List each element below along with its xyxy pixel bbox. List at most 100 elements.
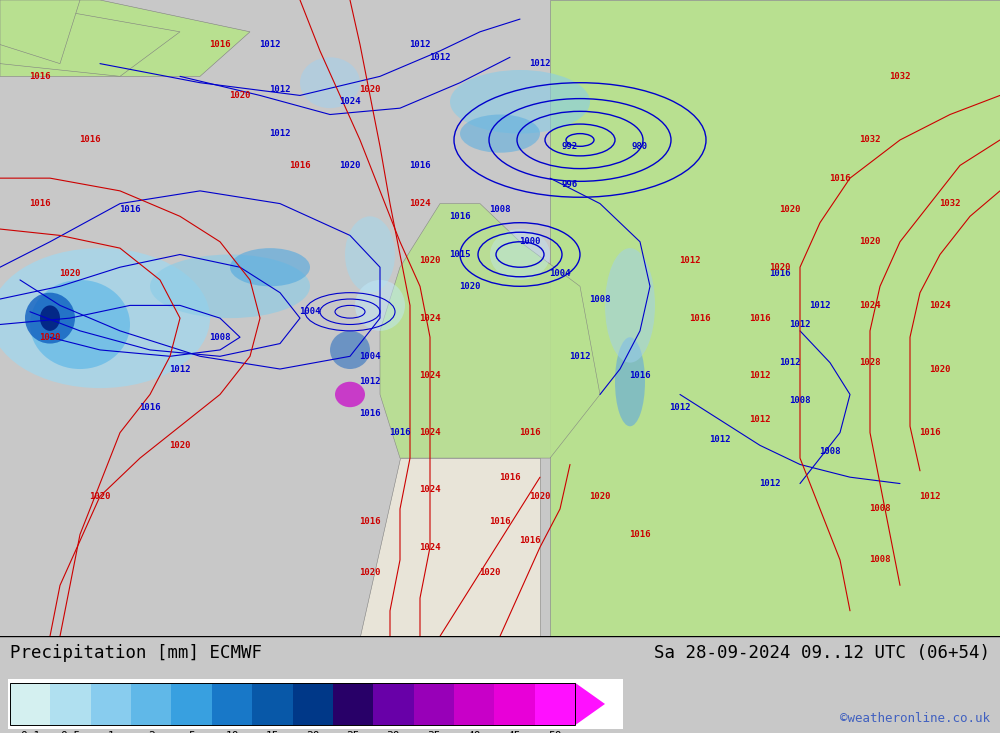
Polygon shape xyxy=(0,0,80,64)
Text: 1020: 1020 xyxy=(169,441,191,450)
Text: 1016: 1016 xyxy=(119,205,141,215)
Text: 1008: 1008 xyxy=(819,447,841,456)
Ellipse shape xyxy=(450,70,590,133)
Text: 1016: 1016 xyxy=(629,530,651,539)
Text: 1016: 1016 xyxy=(79,136,101,144)
Bar xyxy=(454,682,494,725)
Ellipse shape xyxy=(345,216,395,292)
Text: 25: 25 xyxy=(346,731,360,733)
Text: 1020: 1020 xyxy=(419,257,441,265)
Text: 1024: 1024 xyxy=(929,301,951,310)
Bar xyxy=(171,682,212,725)
Text: 1012: 1012 xyxy=(749,371,771,380)
Polygon shape xyxy=(0,0,250,76)
Text: 10: 10 xyxy=(225,731,239,733)
Text: 1032: 1032 xyxy=(939,199,961,208)
Text: 1016: 1016 xyxy=(629,371,651,380)
Text: 1016: 1016 xyxy=(139,402,161,412)
Text: 1012: 1012 xyxy=(789,320,811,329)
Text: 1004: 1004 xyxy=(299,307,321,316)
Text: 1020: 1020 xyxy=(359,568,381,577)
Text: 1012: 1012 xyxy=(569,352,591,361)
Text: 1012: 1012 xyxy=(669,402,691,412)
Text: 1016: 1016 xyxy=(29,199,51,208)
Text: 1012: 1012 xyxy=(759,479,781,488)
Text: 35: 35 xyxy=(427,731,440,733)
Text: 1016: 1016 xyxy=(689,314,711,323)
Text: 1012: 1012 xyxy=(679,257,701,265)
Text: 1012: 1012 xyxy=(359,377,381,386)
Text: 0.5: 0.5 xyxy=(60,731,81,733)
Text: 1020: 1020 xyxy=(529,492,551,501)
Text: 980: 980 xyxy=(632,142,648,151)
Text: 1016: 1016 xyxy=(489,517,511,526)
Ellipse shape xyxy=(150,254,310,318)
Text: 45: 45 xyxy=(508,731,521,733)
Text: 5: 5 xyxy=(188,731,195,733)
Text: 1016: 1016 xyxy=(829,174,851,183)
Text: 1016: 1016 xyxy=(289,161,311,170)
Text: 1020: 1020 xyxy=(459,281,481,291)
Text: 1032: 1032 xyxy=(889,72,911,81)
Bar xyxy=(292,682,333,725)
Ellipse shape xyxy=(25,292,75,344)
Text: 1020: 1020 xyxy=(769,262,791,272)
Text: Precipitation [mm] ECMWF: Precipitation [mm] ECMWF xyxy=(10,644,262,662)
Text: 1016: 1016 xyxy=(409,161,431,170)
Ellipse shape xyxy=(30,280,130,369)
Text: 1020: 1020 xyxy=(859,237,881,246)
Ellipse shape xyxy=(230,248,310,287)
Text: 1020: 1020 xyxy=(479,568,501,577)
Text: 1008: 1008 xyxy=(489,205,511,215)
Text: 1000: 1000 xyxy=(519,237,541,246)
Bar xyxy=(8,679,623,729)
Bar xyxy=(535,682,575,725)
Polygon shape xyxy=(550,0,1000,636)
Text: 1028: 1028 xyxy=(859,358,881,367)
Text: 1024: 1024 xyxy=(419,542,441,552)
Bar xyxy=(10,682,50,725)
Text: 1020: 1020 xyxy=(339,161,361,170)
Ellipse shape xyxy=(40,306,60,331)
Text: 1016: 1016 xyxy=(749,314,771,323)
Text: 1024: 1024 xyxy=(419,371,441,380)
Bar xyxy=(10,682,575,725)
Text: 1024: 1024 xyxy=(859,301,881,310)
Text: 1016: 1016 xyxy=(769,269,791,278)
Text: 1012: 1012 xyxy=(709,435,731,443)
Text: ©weatheronline.co.uk: ©weatheronline.co.uk xyxy=(840,712,990,725)
Polygon shape xyxy=(575,682,605,725)
Text: 1032: 1032 xyxy=(859,136,881,144)
Text: 1020: 1020 xyxy=(359,84,381,94)
Text: 1008: 1008 xyxy=(589,295,611,303)
Text: 1008: 1008 xyxy=(209,333,231,342)
Text: 1012: 1012 xyxy=(269,84,291,94)
Text: 1015: 1015 xyxy=(449,250,471,259)
Ellipse shape xyxy=(355,280,405,331)
Text: 1004: 1004 xyxy=(549,269,571,278)
Text: 1016: 1016 xyxy=(359,517,381,526)
Text: 1024: 1024 xyxy=(339,97,361,106)
Text: 1: 1 xyxy=(108,731,114,733)
Text: 996: 996 xyxy=(562,180,578,189)
Text: Sa 28-09-2024 09..12 UTC (06+54): Sa 28-09-2024 09..12 UTC (06+54) xyxy=(654,644,990,662)
Text: 1012: 1012 xyxy=(269,129,291,138)
Text: 1012: 1012 xyxy=(809,301,831,310)
Text: 15: 15 xyxy=(266,731,279,733)
Bar xyxy=(91,682,131,725)
Text: 1024: 1024 xyxy=(419,314,441,323)
Text: 992: 992 xyxy=(562,142,578,151)
Bar xyxy=(414,682,454,725)
Text: 1008: 1008 xyxy=(869,504,891,514)
Text: 1020: 1020 xyxy=(89,492,111,501)
Text: 1024: 1024 xyxy=(419,428,441,437)
Text: 0.1: 0.1 xyxy=(20,731,40,733)
Text: 1016: 1016 xyxy=(389,428,411,437)
Ellipse shape xyxy=(0,248,210,388)
Text: 1024: 1024 xyxy=(409,199,431,208)
Text: 1020: 1020 xyxy=(229,91,251,100)
Text: 1012: 1012 xyxy=(919,492,941,501)
Bar xyxy=(50,682,91,725)
Text: 1008: 1008 xyxy=(789,397,811,405)
Text: 1020: 1020 xyxy=(39,333,61,342)
